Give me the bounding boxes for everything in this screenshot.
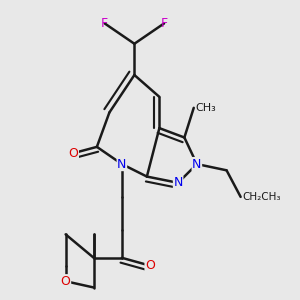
Text: F: F	[101, 17, 108, 30]
Text: F: F	[160, 17, 168, 30]
Text: CH₂CH₃: CH₂CH₃	[242, 192, 281, 202]
Text: N: N	[173, 176, 183, 189]
Text: O: O	[61, 275, 70, 288]
Text: N: N	[117, 158, 127, 171]
Text: O: O	[68, 147, 78, 160]
Text: O: O	[145, 259, 155, 272]
Text: CH₃: CH₃	[195, 103, 216, 113]
Text: N: N	[192, 158, 202, 171]
